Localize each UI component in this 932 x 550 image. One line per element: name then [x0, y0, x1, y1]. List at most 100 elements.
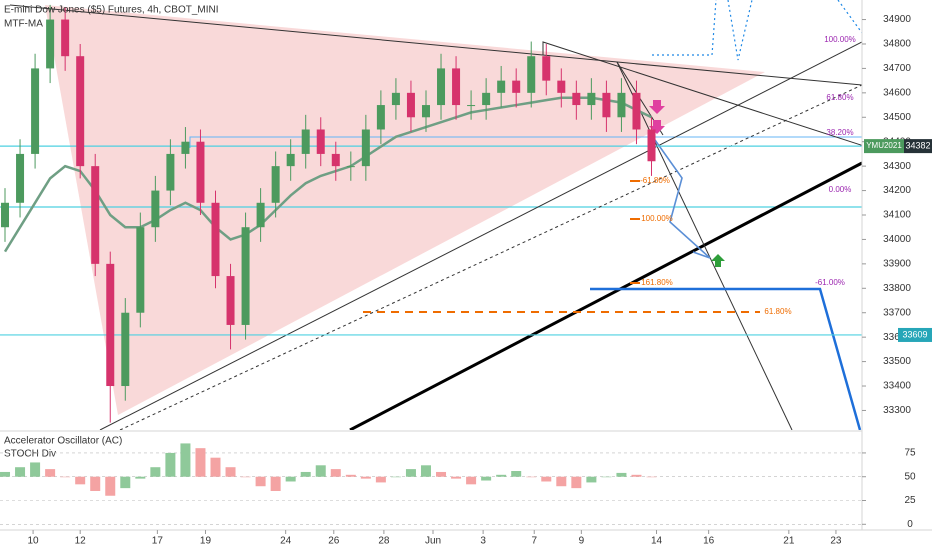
candle-body [121, 312, 130, 387]
trend-line [99, 41, 862, 430]
histogram-bar [481, 476, 492, 481]
candle-body [572, 92, 581, 106]
fib-label: 0.00% [829, 185, 852, 194]
histogram-bar [586, 476, 597, 483]
candle-body [497, 80, 506, 93]
y-tick-label: 33500 [883, 356, 911, 367]
y-tick-label: 34700 [883, 63, 911, 74]
candle-body [136, 227, 145, 313]
y-tick-label: 34500 [883, 112, 911, 123]
histogram-bar [135, 476, 146, 479]
histogram-bar [180, 443, 191, 477]
y-tick-label: 34600 [883, 87, 911, 98]
main-pane: 100.00% 61.80% 38.20% 0.00% -61.00% 61.80% -61… [0, 0, 862, 430]
up-arrow [711, 254, 725, 267]
histogram-bar [330, 469, 341, 477]
candle-body [91, 166, 100, 264]
indicator-title: Accelerator Oscillator (AC) [4, 436, 122, 447]
y-tick-label: 34200 [883, 185, 911, 196]
histogram-bar [120, 476, 131, 489]
x-tick-label: 9 [579, 536, 585, 547]
moving-average [3, 96, 653, 253]
y-tick-label: 33300 [883, 405, 911, 416]
histogram-bar [75, 476, 86, 485]
histogram-bar [496, 474, 507, 477]
legend-entry: MTF-MA [4, 19, 43, 30]
trend-line [542, 41, 862, 146]
candle-body [166, 153, 175, 191]
dotted-path [727, 0, 753, 61]
histogram-bar [616, 472, 627, 477]
y-tick-label: 33900 [883, 259, 911, 270]
projection-path [590, 287, 862, 430]
histogram-bar [601, 476, 612, 478]
histogram-bar [360, 476, 371, 479]
price-tag-value: 33609 [902, 329, 927, 339]
y-tick-label: 34100 [883, 210, 911, 221]
x-tick-label: 19 [200, 536, 212, 547]
fib-label: 100.00% [641, 214, 673, 223]
candle-body [617, 92, 626, 118]
x-tick-label: 16 [703, 536, 715, 547]
candle-body [452, 68, 461, 106]
histogram-bar [270, 476, 281, 491]
x-tick-label: 21 [783, 536, 795, 547]
candle-body [301, 129, 310, 154]
x-tick-label: 7 [531, 536, 537, 547]
y-tick-label: 33600 [883, 332, 911, 343]
x-tick-label: 10 [28, 536, 40, 547]
down-arrow [649, 120, 665, 134]
indicator-subtitle: STOCH Div [4, 449, 56, 460]
trend-line [9, 4, 862, 86]
histogram-bar [240, 476, 251, 478]
x-tick-label: Jun [425, 536, 441, 547]
candle-body [406, 92, 415, 118]
histogram-bar [45, 469, 56, 477]
y-tick-label: 34300 [883, 161, 911, 172]
x-tick-label: 28 [378, 536, 390, 547]
y-tick-label: 33800 [883, 283, 911, 294]
y-tick-label: 34900 [883, 14, 911, 25]
histogram-bar [60, 476, 71, 478]
candle-body [467, 105, 476, 107]
candle-body [647, 129, 656, 162]
fib-label: 61.80% [764, 307, 791, 316]
candle-body [346, 166, 355, 168]
x-tick-label: 12 [75, 536, 87, 547]
histogram-bar [511, 471, 522, 477]
price-tag [898, 327, 932, 342]
histogram-bar [0, 471, 11, 477]
fib-label: 100.00% [824, 35, 856, 44]
histogram-bar [646, 476, 657, 478]
price-tag-name: YMU2021 [866, 141, 902, 150]
candle-body [31, 68, 40, 154]
projection-path [654, 139, 711, 259]
down-arrow [649, 100, 665, 114]
candle-body [437, 68, 446, 106]
histogram-bar [285, 476, 296, 482]
candle-body [181, 141, 190, 154]
candle-body [632, 92, 641, 130]
triangle-pattern [45, 5, 765, 415]
histogram-bar [195, 448, 206, 477]
x-tick-label: 23 [830, 536, 842, 547]
candle-body [512, 80, 521, 93]
histogram-bar [556, 476, 567, 487]
candle-body [226, 276, 235, 325]
candle-body [241, 227, 250, 325]
fib-label: -61.00% [815, 278, 845, 287]
candle-body [106, 263, 115, 387]
candle-body [376, 105, 385, 130]
candle-body [421, 105, 430, 118]
histogram-bar [165, 452, 176, 477]
histogram-bar [105, 476, 116, 496]
histogram-bar [436, 471, 447, 477]
candle-body [256, 202, 265, 228]
thick-trend-line [349, 161, 862, 430]
price-tag [904, 139, 932, 154]
histogram-bar [375, 476, 386, 483]
histogram-bar [90, 476, 101, 491]
histogram-bar [405, 469, 416, 477]
histogram-bar [15, 467, 26, 477]
